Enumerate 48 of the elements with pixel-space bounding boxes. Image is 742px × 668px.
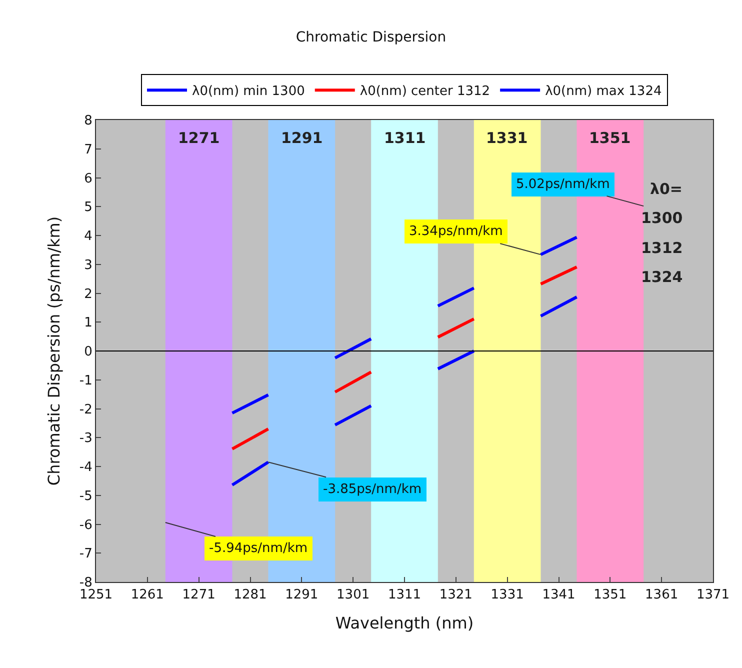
legend-label: λ0(nm) center 1312 <box>360 84 490 100</box>
x-tick-label: 1281 <box>234 588 267 603</box>
legend-label: λ0(nm) min 1300 <box>192 84 305 100</box>
band-label: 1311 <box>384 129 426 147</box>
x-tick-label: 1361 <box>645 588 678 603</box>
annotation: 1312 <box>641 239 683 257</box>
x-tick-label: 1271 <box>182 588 216 603</box>
y-tick-label: 5 <box>84 200 92 216</box>
band-label: 1271 <box>178 129 220 147</box>
legend-label: λ0(nm) max 1324 <box>545 84 662 100</box>
y-tick-label: -4 <box>79 460 92 476</box>
annotation: λ0= <box>650 180 682 198</box>
x-tick-label: 1351 <box>594 588 627 603</box>
y-tick-label: 1 <box>84 316 92 331</box>
y-axis-title: Chromatic Dispersion (ps/nm/km) <box>44 216 64 486</box>
x-tick-label: 1341 <box>542 588 576 603</box>
x-tick-label: 1331 <box>490 588 524 603</box>
x-tick-label: 1301 <box>336 588 370 603</box>
y-tick-label: 7 <box>84 142 92 158</box>
annotation: -5.94ps/nm/km <box>209 541 308 556</box>
annotation: 1324 <box>641 268 683 286</box>
y-tick-label: 6 <box>84 171 92 186</box>
y-tick-label: 0 <box>84 344 92 360</box>
y-tick-label: -6 <box>79 518 92 533</box>
x-axis-title: Wavelength (nm) <box>335 613 474 632</box>
x-tick-label: 1321 <box>439 588 472 603</box>
x-tick-label: 1261 <box>130 588 164 603</box>
y-tick-label: -5 <box>79 488 92 504</box>
y-tick-label: -3 <box>79 431 92 446</box>
x-tick-label: 1371 <box>696 588 730 603</box>
band-label: 1351 <box>589 129 631 147</box>
band-label: 1291 <box>281 129 323 147</box>
y-tick-label: -1 <box>79 373 92 388</box>
x-tick-label: 1291 <box>285 588 318 603</box>
annotation: -3.85ps/nm/km <box>323 482 422 497</box>
y-tick-label: 8 <box>84 114 92 129</box>
y-tick-label: 2 <box>84 286 92 302</box>
annotation: 3.34ps/nm/km <box>409 224 503 239</box>
x-tick-label: 1251 <box>79 588 113 603</box>
y-tick-label: -2 <box>79 402 92 418</box>
annotation: 1300 <box>641 209 683 227</box>
y-tick-label: 3 <box>84 258 92 273</box>
chart-title: Chromatic Dispersion <box>296 30 446 46</box>
x-tick-label: 1311 <box>388 588 422 603</box>
annotation: 5.02ps/nm/km <box>516 177 610 192</box>
y-tick-label: 4 <box>84 229 92 244</box>
y-tick-label: -7 <box>79 546 92 562</box>
band-label: 1331 <box>486 129 528 147</box>
